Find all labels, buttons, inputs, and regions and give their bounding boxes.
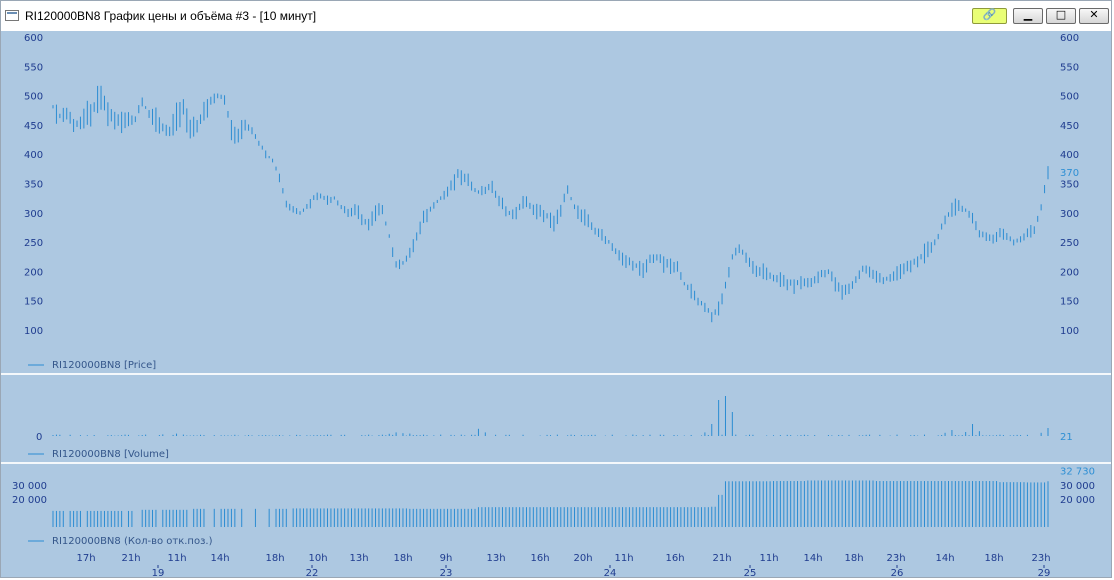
price-ytick-right: 550 — [1060, 62, 1079, 73]
time-day-label: 22 — [306, 568, 319, 579]
title-bar: RI120000BN8 График цены и объёма #3 - [1… — [1, 1, 1111, 31]
price-ytick-left: 600 — [24, 33, 43, 44]
volume-pane: 0 21 — [36, 396, 1073, 443]
maximize-icon: □ — [1055, 8, 1067, 21]
time-hour-label: 21h — [712, 553, 731, 564]
time-hour-label: 11h — [614, 553, 633, 564]
time-hour-label: 16h — [665, 553, 684, 564]
price-pane: 100 100 150 150 200 200 250 250 300 300 350 400 400 4… — [24, 33, 1079, 337]
price-ytick-left: 350 — [24, 180, 43, 191]
close-icon: ✕ — [1089, 8, 1099, 21]
time-hour-label: 11h — [167, 553, 186, 564]
time-day-label: 24 — [604, 568, 617, 579]
price-ytick-right: 300 — [1060, 209, 1079, 220]
time-axis: 17h 21h 11h 14h 18h 10h 13h 18h 9h 13h 16h 20h 11h 16… — [76, 553, 1050, 579]
pane-divider-2[interactable] — [1, 462, 1111, 464]
time-hour-label: 23h — [886, 553, 905, 564]
price-ytick-left: 400 — [24, 150, 43, 161]
open-interest-legend: RI120000BN8 (Кол-во отк.поз.) — [52, 536, 213, 547]
price-last-value: 370 — [1060, 168, 1079, 179]
oi-ytick-left: 20 000 — [12, 495, 47, 506]
price-ytick-right: 400 — [1060, 150, 1079, 161]
time-day-label: 25 — [744, 568, 757, 579]
time-hour-label: 10h — [308, 553, 327, 564]
time-hour-label: 14h — [935, 553, 954, 564]
time-hour-label: 16h — [530, 553, 549, 564]
time-day-label: 23 — [440, 568, 453, 579]
link-icon: 🔗 — [982, 8, 997, 21]
time-hour-label: 14h — [210, 553, 229, 564]
price-ytick-left: 500 — [24, 92, 43, 103]
price-ytick-right: 500 — [1060, 92, 1079, 103]
price-ytick-left: 550 — [24, 62, 43, 73]
minimize-icon: ▁ — [1023, 8, 1033, 21]
volume-ytick: 0 — [36, 432, 42, 443]
price-ytick-right: 600 — [1060, 33, 1079, 44]
time-hour-label: 13h — [349, 553, 368, 564]
price-ytick-left: 450 — [24, 121, 43, 132]
time-hour-label: 18h — [984, 553, 1003, 564]
time-day-label: 26 — [891, 568, 904, 579]
time-day-label: 19 — [152, 568, 165, 579]
time-hour-label: 18h — [844, 553, 863, 564]
time-hour-label: 20h — [573, 553, 592, 564]
minimize-button[interactable]: ▁ — [1013, 8, 1043, 24]
price-ytick-left: 250 — [24, 238, 43, 249]
open-interest-pane: 20 000 20 000 30 000 30 000 32 730 — [12, 466, 1095, 527]
price-ytick-right: 350 — [1060, 180, 1079, 191]
maximize-button[interactable]: □ — [1046, 8, 1076, 24]
window-title: RI120000BN8 График цены и объёма #3 - [1… — [25, 9, 317, 23]
oi-ytick-right: 30 000 — [1060, 481, 1095, 492]
volume-last-value: 21 — [1060, 432, 1073, 443]
time-hour-label: 9h — [440, 553, 453, 564]
price-ytick-right: 100 — [1060, 326, 1079, 337]
chart-app-icon — [5, 10, 19, 21]
time-hour-label: 17h — [76, 553, 95, 564]
link-button[interactable]: 🔗 — [972, 8, 1007, 24]
time-hour-label: 11h — [759, 553, 778, 564]
oi-last-value: 32 730 — [1060, 466, 1095, 477]
price-legend: RI120000BN8 [Price] — [52, 360, 156, 371]
time-hour-label: 23h — [1031, 553, 1050, 564]
time-hour-label: 21h — [121, 553, 140, 564]
price-ytick-left: 100 — [24, 326, 43, 337]
oi-ytick-right: 20 000 — [1060, 495, 1095, 506]
time-hour-label: 18h — [393, 553, 412, 564]
price-ytick-left: 200 — [24, 267, 43, 278]
price-ytick-right: 200 — [1060, 267, 1079, 278]
oi-ytick-left: 30 000 — [12, 481, 47, 492]
price-ytick-left: 150 — [24, 297, 43, 308]
time-hour-label: 14h — [803, 553, 822, 564]
price-ytick-left: 300 — [24, 209, 43, 220]
time-hour-label: 13h — [486, 553, 505, 564]
volume-legend: RI120000BN8 [Volume] — [52, 449, 169, 460]
time-day-label: 29 — [1038, 568, 1051, 579]
pane-divider-1[interactable] — [1, 373, 1111, 375]
close-button[interactable]: ✕ — [1079, 8, 1109, 24]
price-ytick-right: 450 — [1060, 121, 1079, 132]
price-ytick-right: 250 — [1060, 238, 1079, 249]
price-ytick-right: 150 — [1060, 297, 1079, 308]
time-hour-label: 18h — [265, 553, 284, 564]
